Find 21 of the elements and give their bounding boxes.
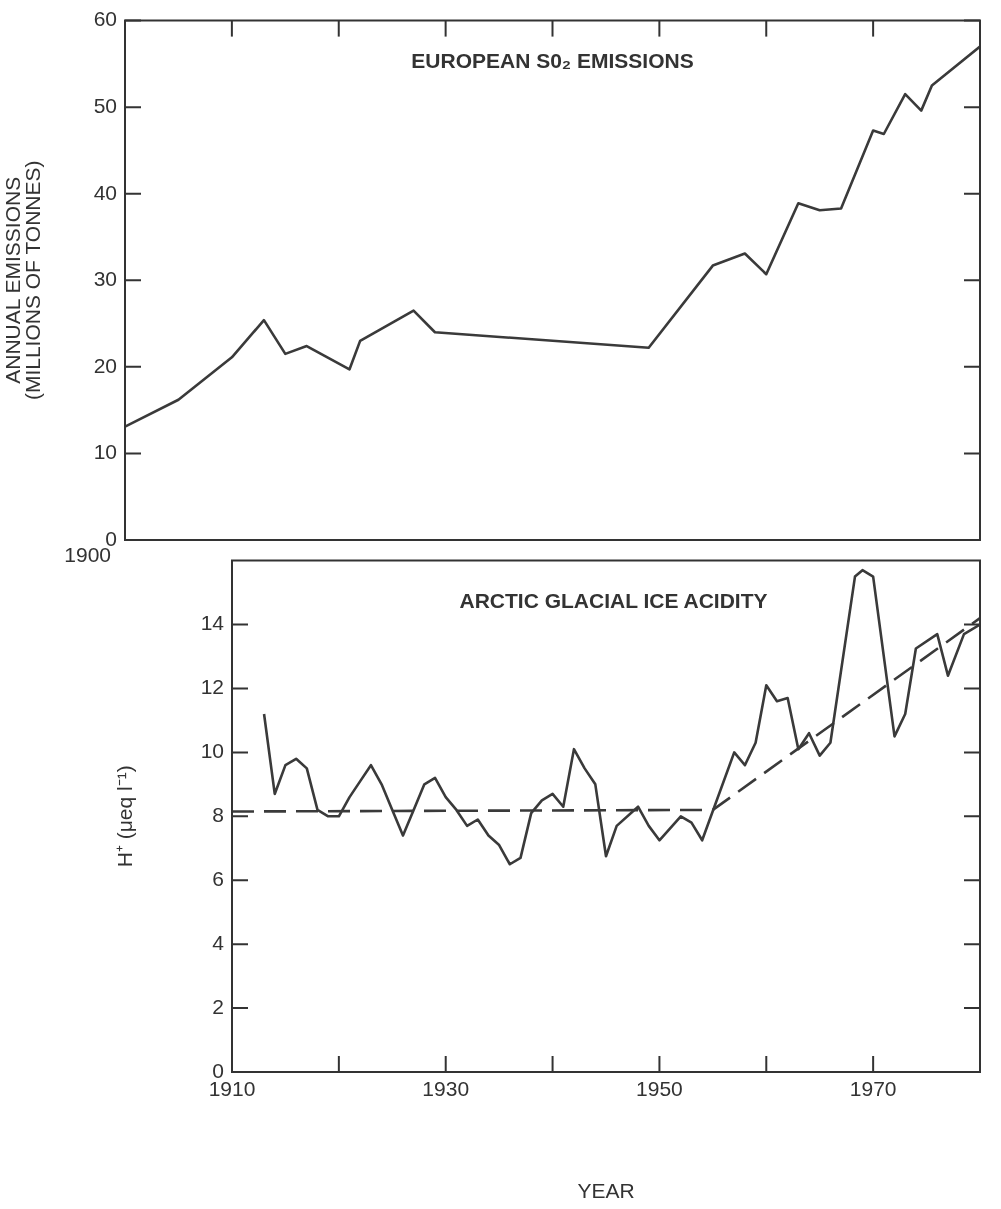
y-tick-label: 2: [212, 994, 224, 1018]
y-axis-title: H⁺ (μeq l⁻¹): [112, 765, 136, 868]
text: ARCTIC GLACIAL ICE ACIDITY: [459, 589, 768, 613]
y-tick-label: 12: [200, 675, 224, 699]
y-tick-label: 50: [93, 93, 117, 117]
y-tick-label: 40: [93, 180, 117, 204]
y-tick-label: 60: [93, 7, 117, 31]
y-tick-label: 14: [200, 611, 225, 635]
x-tick-label: 1970: [849, 1077, 897, 1101]
y-tick-label: 20: [93, 353, 117, 377]
x-tick-label: 1950: [636, 1077, 683, 1101]
x-axis-title: YEAR: [577, 1179, 635, 1203]
y-tick-label: 4: [212, 930, 225, 954]
y-tick-label: 30: [93, 267, 117, 291]
y-axis-title: ANNUAL EMISSIONS (MILLIONS OF TONNES): [0, 160, 44, 401]
y-tick-label: 10: [200, 739, 224, 763]
y-tick-label: 8: [212, 803, 224, 827]
y-tick-label: 10: [93, 440, 117, 464]
text: EUROPEAN S0₂ EMISSIONS: [411, 49, 694, 73]
y-tick-label: 6: [212, 867, 224, 891]
x-tick-label: 1930: [422, 1077, 470, 1101]
